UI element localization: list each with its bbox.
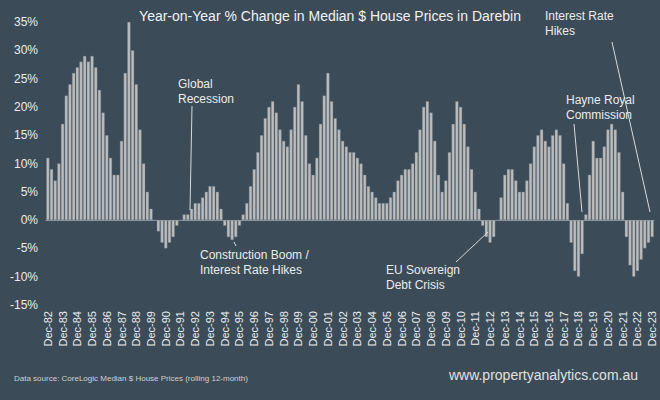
svg-text:Dec-89: Dec-89 (145, 311, 157, 346)
svg-text:Dec-88: Dec-88 (130, 311, 142, 346)
svg-text:Dec-00: Dec-00 (307, 311, 319, 346)
svg-text:Dec-97: Dec-97 (263, 311, 275, 346)
svg-text:Dec-15: Dec-15 (528, 311, 540, 346)
svg-text:Dec-09: Dec-09 (440, 311, 452, 346)
svg-text:Interest Rate: Interest Rate (545, 9, 614, 23)
svg-text:Dec-08: Dec-08 (425, 311, 437, 346)
svg-text:Dec-84: Dec-84 (71, 311, 83, 346)
svg-text:Interest Rate Hikes: Interest Rate Hikes (200, 263, 302, 277)
svg-text:Hayne Royal: Hayne Royal (566, 93, 635, 107)
svg-text:Dec-20: Dec-20 (602, 311, 614, 346)
svg-text:Dec-07: Dec-07 (410, 311, 422, 346)
svg-text:Dec-12: Dec-12 (484, 311, 496, 346)
svg-text:0%: 0% (21, 213, 39, 227)
svg-text:Commission: Commission (566, 108, 632, 122)
svg-text:www.propertyanalytics.com.au: www.propertyanalytics.com.au (448, 367, 638, 383)
svg-text:Dec-14: Dec-14 (514, 311, 526, 346)
svg-text:35%: 35% (14, 15, 38, 29)
svg-text:Dec-91: Dec-91 (174, 311, 186, 346)
svg-text:Dec-92: Dec-92 (189, 311, 201, 346)
svg-text:Dec-23: Dec-23 (646, 311, 658, 346)
svg-text:25%: 25% (14, 72, 38, 86)
svg-text:Dec-85: Dec-85 (86, 311, 98, 346)
svg-text:Construction Boom /: Construction Boom / (200, 248, 309, 262)
svg-text:Dec-10: Dec-10 (455, 311, 467, 346)
svg-text:10%: 10% (14, 157, 38, 171)
svg-text:Dec-96: Dec-96 (248, 311, 260, 346)
svg-text:Dec-82: Dec-82 (42, 311, 54, 346)
svg-text:Data source: CoreLogic Median: Data source: CoreLogic Median $ House Pr… (14, 374, 248, 383)
svg-text:30%: 30% (14, 43, 38, 57)
svg-text:Dec-16: Dec-16 (543, 311, 555, 346)
svg-text:Dec-98: Dec-98 (278, 311, 290, 346)
svg-text:-10%: -10% (10, 270, 38, 284)
svg-text:Dec-21: Dec-21 (617, 311, 629, 346)
svg-text:Global: Global (178, 77, 213, 91)
svg-text:Dec-06: Dec-06 (396, 311, 408, 346)
svg-text:Dec-19: Dec-19 (587, 311, 599, 346)
svg-text:Debt Crisis: Debt Crisis (386, 278, 445, 292)
svg-text:Dec-22: Dec-22 (631, 311, 643, 346)
svg-text:EU Sovereign: EU Sovereign (386, 263, 460, 277)
svg-text:Dec-99: Dec-99 (292, 311, 304, 346)
svg-text:Dec-94: Dec-94 (219, 311, 231, 346)
svg-text:Dec-04: Dec-04 (366, 311, 378, 346)
svg-text:Dec-18: Dec-18 (572, 311, 584, 346)
svg-text:Dec-93: Dec-93 (204, 311, 216, 346)
svg-text:Dec-13: Dec-13 (499, 311, 511, 346)
svg-text:Hikes: Hikes (545, 24, 575, 38)
svg-text:Year-on-Year % Change in Media: Year-on-Year % Change in Median $ House … (139, 8, 521, 24)
svg-text:Dec-11: Dec-11 (469, 311, 481, 346)
svg-text:Dec-83: Dec-83 (57, 311, 69, 346)
svg-text:Dec-90: Dec-90 (160, 311, 172, 346)
svg-text:Dec-03: Dec-03 (351, 311, 363, 346)
svg-text:Dec-86: Dec-86 (101, 311, 113, 346)
svg-text:20%: 20% (14, 100, 38, 114)
svg-text:Dec-87: Dec-87 (116, 311, 128, 346)
svg-text:-15%: -15% (10, 298, 38, 312)
svg-text:5%: 5% (21, 185, 39, 199)
svg-text:15%: 15% (14, 128, 38, 142)
svg-text:Dec-17: Dec-17 (558, 311, 570, 346)
svg-text:Dec-02: Dec-02 (337, 311, 349, 346)
svg-text:Dec-95: Dec-95 (233, 311, 245, 346)
svg-text:Recession: Recession (178, 92, 234, 106)
svg-text:Dec-01: Dec-01 (322, 311, 334, 346)
svg-text:-5%: -5% (17, 241, 39, 255)
svg-text:Dec-05: Dec-05 (381, 311, 393, 346)
